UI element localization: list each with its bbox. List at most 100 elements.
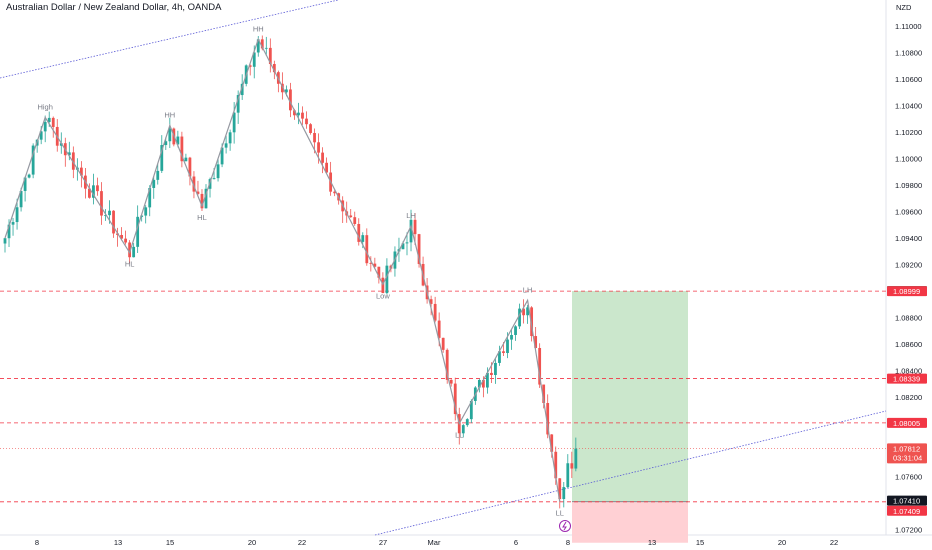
candle[interactable] xyxy=(92,173,95,205)
candle[interactable] xyxy=(445,348,449,384)
candle[interactable] xyxy=(469,399,473,424)
candle[interactable] xyxy=(566,454,570,489)
svg-text:1.07410: 1.07410 xyxy=(893,497,920,506)
candle[interactable] xyxy=(498,345,501,366)
candle[interactable] xyxy=(349,209,353,218)
candle[interactable] xyxy=(353,211,357,226)
long-position-tool xyxy=(572,291,688,543)
candle[interactable] xyxy=(297,102,300,125)
candle[interactable] xyxy=(88,183,91,199)
wave-label: LL xyxy=(455,431,463,440)
candle[interactable] xyxy=(409,209,413,252)
candle[interactable] xyxy=(309,123,312,135)
candle[interactable] xyxy=(526,304,529,324)
candle[interactable] xyxy=(325,157,328,174)
candle[interactable] xyxy=(522,299,525,324)
flash-icon[interactable] xyxy=(559,520,571,532)
candle[interactable] xyxy=(365,228,369,266)
candle[interactable] xyxy=(188,156,192,186)
candle[interactable] xyxy=(465,418,469,427)
candle[interactable] xyxy=(168,117,172,149)
x-tick: 20 xyxy=(248,538,256,547)
lower-trendline[interactable] xyxy=(374,410,887,536)
candle[interactable] xyxy=(369,256,373,272)
y-tick: 1.07600 xyxy=(895,473,922,482)
candle[interactable] xyxy=(518,303,521,330)
candle[interactable] xyxy=(305,111,308,129)
candle[interactable] xyxy=(100,182,103,225)
candle[interactable] xyxy=(461,424,465,438)
svg-text:1.07409: 1.07409 xyxy=(893,507,920,516)
candle[interactable] xyxy=(562,481,566,508)
candle[interactable] xyxy=(341,196,345,223)
candle[interactable] xyxy=(19,187,23,212)
candle[interactable] xyxy=(11,218,15,236)
candle[interactable] xyxy=(377,266,381,284)
candle[interactable] xyxy=(224,134,228,154)
candle[interactable] xyxy=(574,437,578,472)
candle[interactable] xyxy=(289,82,292,118)
candle[interactable] xyxy=(264,36,268,56)
candle[interactable] xyxy=(112,210,115,238)
candle[interactable] xyxy=(268,38,272,73)
candle[interactable] xyxy=(152,176,156,199)
candle[interactable] xyxy=(132,243,136,258)
chart-title: Australian Dollar / New Zealand Dollar, … xyxy=(6,2,222,13)
profit-zone[interactable] xyxy=(572,291,688,502)
candle[interactable] xyxy=(120,227,123,241)
candle[interactable] xyxy=(413,213,417,246)
candle[interactable] xyxy=(417,233,421,268)
y-tick: 1.10800 xyxy=(895,49,922,58)
candle[interactable] xyxy=(248,63,252,76)
candle[interactable] xyxy=(570,451,574,479)
candle[interactable] xyxy=(43,115,47,143)
candle[interactable] xyxy=(7,219,11,248)
candle[interactable] xyxy=(510,329,513,350)
candle[interactable] xyxy=(534,327,538,349)
candle[interactable] xyxy=(453,377,457,421)
candle[interactable] xyxy=(236,90,240,124)
wave-label: LL xyxy=(556,509,564,518)
candle[interactable] xyxy=(204,184,208,209)
y-tick: 1.08400 xyxy=(895,367,922,376)
candle[interactable] xyxy=(477,378,481,393)
candle[interactable] xyxy=(136,205,140,253)
candle[interactable] xyxy=(27,173,31,179)
candle[interactable] xyxy=(441,337,445,353)
candle[interactable] xyxy=(494,358,497,384)
level-price-badge: 1.08339 xyxy=(887,373,927,384)
candle[interactable] xyxy=(321,147,324,174)
candle[interactable] xyxy=(144,205,148,224)
candle[interactable] xyxy=(216,157,220,182)
candle[interactable] xyxy=(301,106,304,125)
candle[interactable] xyxy=(538,343,542,388)
candle[interactable] xyxy=(373,257,377,268)
candle[interactable] xyxy=(449,379,453,387)
candle[interactable] xyxy=(558,478,562,509)
candle[interactable] xyxy=(96,177,99,196)
candle[interactable] xyxy=(15,198,19,230)
candle[interactable] xyxy=(156,163,160,185)
candle[interactable] xyxy=(514,325,517,341)
candle[interactable] xyxy=(357,218,361,246)
candle[interactable] xyxy=(23,176,27,202)
zigzag-line[interactable] xyxy=(4,37,561,502)
candle[interactable] xyxy=(124,230,127,245)
candle[interactable] xyxy=(180,131,184,168)
upper-trendline[interactable] xyxy=(0,0,339,79)
svg-text:1.08339: 1.08339 xyxy=(893,375,920,384)
candle[interactable] xyxy=(546,394,550,439)
candle[interactable] xyxy=(51,116,55,138)
stop-zone[interactable] xyxy=(572,501,688,543)
candle[interactable] xyxy=(160,135,164,174)
candle[interactable] xyxy=(405,232,409,256)
candle[interactable] xyxy=(184,153,188,162)
candle[interactable] xyxy=(196,180,200,196)
candle[interactable] xyxy=(433,296,437,323)
candle[interactable] xyxy=(31,143,35,179)
candle[interactable] xyxy=(3,238,7,253)
candle[interactable] xyxy=(429,295,433,316)
svg-text:1.07812: 1.07812 xyxy=(893,444,920,453)
candle[interactable] xyxy=(228,129,232,151)
